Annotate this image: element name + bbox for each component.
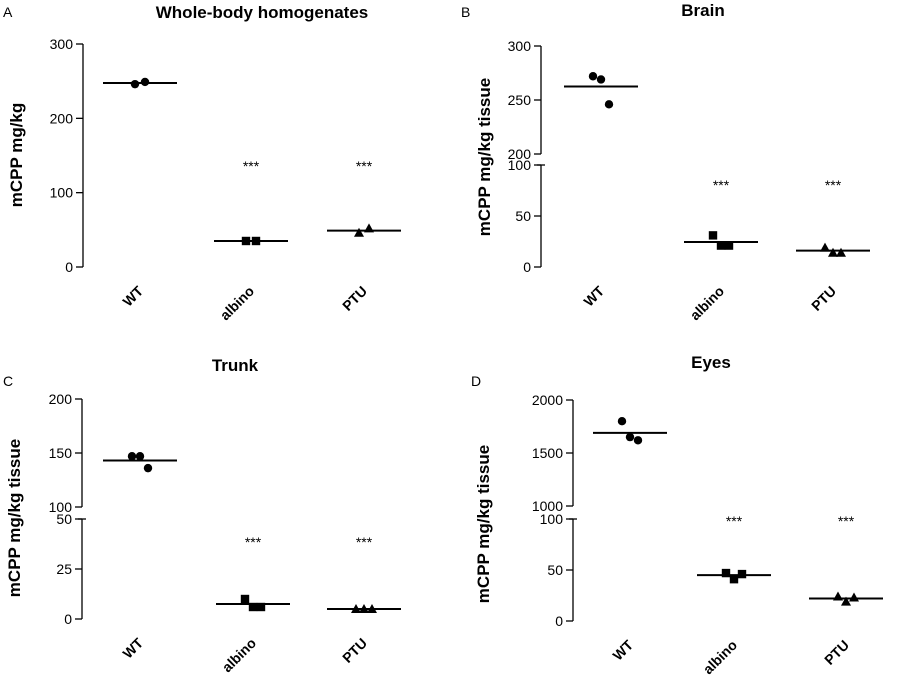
y-axis-label: mCPP mg/kg tissue bbox=[475, 78, 494, 236]
x-category-label: PTU bbox=[821, 637, 852, 668]
y-tick-label: 50 bbox=[515, 208, 531, 224]
y-tick-label: 200 bbox=[50, 110, 74, 126]
y-tick-label: 100 bbox=[49, 499, 73, 515]
y-tick-label: 1000 bbox=[532, 498, 563, 514]
data-point-albino bbox=[724, 241, 734, 250]
data-point-wt bbox=[625, 432, 635, 442]
data-point-albino bbox=[737, 569, 747, 579]
x-category-label: PTU bbox=[339, 283, 370, 314]
data-point-wt bbox=[633, 436, 643, 445]
x-category-label: PTU bbox=[808, 283, 839, 314]
y-tick-label: 0 bbox=[64, 611, 72, 627]
data-point-ptu bbox=[820, 242, 830, 252]
data-point-wt bbox=[140, 77, 150, 87]
data-point-wt bbox=[143, 463, 153, 473]
y-tick-label: 300 bbox=[50, 36, 74, 52]
significance-label: *** bbox=[713, 177, 730, 193]
y-axis-label: mCPP mg/kg tissue bbox=[5, 439, 24, 597]
data-point-ptu bbox=[828, 247, 838, 257]
y-tick-label: 2000 bbox=[532, 392, 563, 408]
data-point-albino bbox=[248, 602, 258, 612]
chart-title: Trunk bbox=[212, 356, 259, 375]
significance-label: *** bbox=[838, 513, 855, 529]
y-tick-label: 250 bbox=[508, 92, 532, 108]
data-point-wt bbox=[596, 75, 606, 84]
y-tick-label: 0 bbox=[555, 613, 563, 629]
chart-title: Brain bbox=[681, 1, 724, 20]
significance-label: *** bbox=[825, 177, 842, 193]
y-tick-label: 25 bbox=[56, 561, 72, 577]
data-point-wt bbox=[127, 452, 137, 461]
y-tick-label: 0 bbox=[65, 259, 73, 275]
data-point-wt bbox=[130, 79, 140, 89]
data-point-albino bbox=[721, 568, 731, 578]
data-point-albino bbox=[716, 241, 726, 250]
significance-label: *** bbox=[726, 513, 743, 529]
panel-a: A Whole-body homogenates mCPP mg/kg 0 100 200… bbox=[3, 3, 401, 323]
y-tick-label: 100 bbox=[50, 185, 74, 201]
panel-letter: C bbox=[3, 373, 13, 389]
y-tick-label: 50 bbox=[547, 562, 563, 578]
y-axis-label: mCPP mg/kg tissue bbox=[474, 445, 493, 603]
data-point-ptu bbox=[841, 596, 851, 606]
y-axis-label: mCPP mg/kg bbox=[7, 103, 26, 208]
panel-letter: B bbox=[461, 4, 470, 20]
y-tick-label: 200 bbox=[49, 391, 73, 407]
chart-title: Eyes bbox=[691, 353, 731, 372]
panel-letter: A bbox=[3, 4, 13, 20]
y-tick-label: 0 bbox=[523, 259, 531, 275]
significance-label: *** bbox=[245, 534, 262, 550]
significance-label: *** bbox=[243, 158, 260, 174]
x-category-label: PTU bbox=[339, 635, 370, 666]
y-tick-label: 50 bbox=[56, 511, 72, 527]
data-point-wt bbox=[588, 72, 598, 81]
data-point-ptu bbox=[836, 247, 846, 257]
panel-letter: D bbox=[471, 373, 481, 389]
x-category-label: albino bbox=[219, 635, 259, 675]
x-category-label: WT bbox=[580, 282, 607, 309]
x-category-label: WT bbox=[119, 634, 146, 661]
chart-title: Whole-body homogenates bbox=[156, 3, 369, 22]
data-point-ptu bbox=[354, 227, 364, 237]
significance-label: *** bbox=[356, 158, 373, 174]
x-category-label: albino bbox=[217, 283, 257, 323]
y-tick-label: 1500 bbox=[532, 445, 563, 461]
significance-label: *** bbox=[356, 534, 373, 550]
data-point-albino bbox=[240, 594, 250, 604]
data-point-albino bbox=[708, 231, 718, 240]
data-point-ptu bbox=[849, 592, 859, 602]
y-tick-label: 300 bbox=[508, 38, 532, 54]
data-point-albino bbox=[729, 574, 739, 584]
data-point-wt bbox=[135, 452, 145, 461]
x-category-label: WT bbox=[119, 282, 146, 309]
x-category-label: WT bbox=[609, 636, 636, 663]
x-category-label: albino bbox=[700, 637, 740, 677]
y-tick-label: 150 bbox=[49, 445, 73, 461]
data-point-albino bbox=[256, 602, 266, 612]
x-category-label: albino bbox=[687, 283, 727, 323]
y-tick-label: 200 bbox=[508, 146, 532, 162]
data-point-wt bbox=[617, 417, 627, 426]
y-tick-label: 100 bbox=[508, 157, 532, 173]
y-tick-label: 100 bbox=[540, 511, 564, 527]
data-point-wt bbox=[604, 100, 614, 109]
